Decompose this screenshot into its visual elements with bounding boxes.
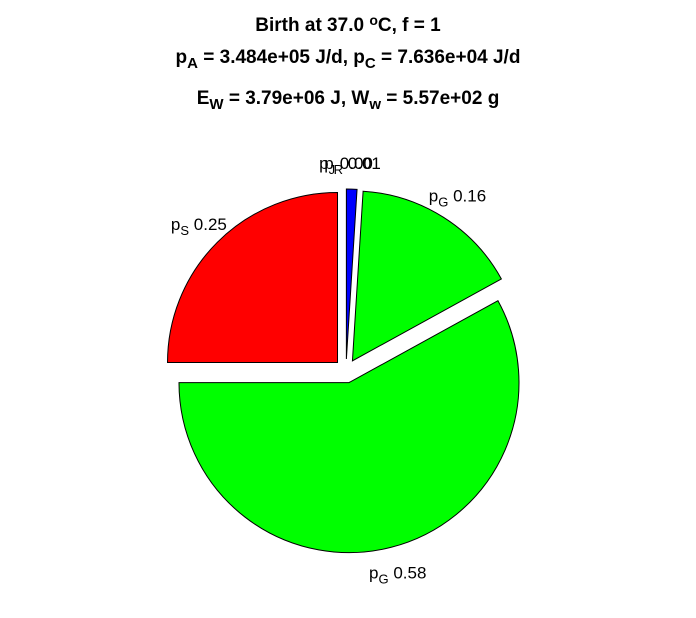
slice-label-1: pR 0.01 bbox=[324, 154, 381, 177]
pie-slice-pg-3 bbox=[178, 300, 520, 554]
pie-slice-pr-1 bbox=[345, 188, 358, 360]
title-line-3: EW = 3.79e+06 J, Ww = 5.57e+02 g bbox=[197, 88, 500, 113]
slice-label-3: pG 0.58 bbox=[369, 563, 426, 586]
slice-label-2: pG 0.16 bbox=[429, 186, 486, 209]
slice-label-0: pJ 0.00 bbox=[319, 154, 373, 177]
chart-title: Birth at 37.0 oC, f = 1 pA = 3.484e+05 J/… bbox=[176, 12, 521, 113]
title-line-1: Birth at 37.0 oC, f = 1 bbox=[255, 12, 441, 36]
pie-slices bbox=[167, 188, 520, 554]
pie-slice-pg-2 bbox=[351, 190, 503, 362]
slice-label-4: pS 0.25 bbox=[171, 215, 227, 238]
pie-slice-ps-4 bbox=[167, 192, 339, 364]
title-line-2: pA = 3.484e+05 J/d, pC = 7.636e+04 J/d bbox=[176, 47, 521, 72]
